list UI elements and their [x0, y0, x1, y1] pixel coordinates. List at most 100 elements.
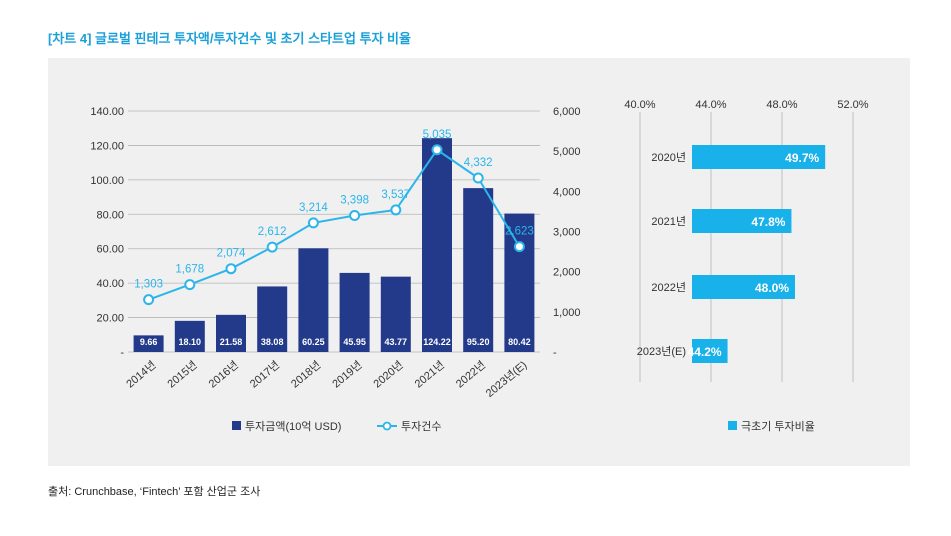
x-category-label: 2015년 [165, 358, 200, 390]
deal-count-label: 4,332 [464, 157, 493, 169]
hbar-tick-label: 48.0% [766, 99, 797, 111]
investment-bar [298, 248, 329, 352]
left-tick-label: 120.00 [90, 140, 124, 152]
x-category-label: 2020년 [371, 358, 406, 390]
x-category-label: 2016년 [206, 358, 241, 390]
deal-count-point [307, 217, 319, 229]
deal-count-label: 5,035 [423, 129, 452, 141]
investment-bar [504, 213, 535, 352]
deal-count-point [225, 263, 237, 275]
x-category-label: 2021년 [412, 358, 447, 390]
left-tick-label: 20.00 [96, 313, 124, 325]
bar-value-label: 80.42 [508, 337, 531, 347]
right-tick-label: 6,000 [553, 106, 581, 118]
deal-count-line [148, 148, 521, 301]
deal-count-label: 2,623 [505, 226, 534, 238]
combo-legend: 투자금액(10억 USD) 투자건수 [232, 420, 441, 433]
investment-bar [339, 272, 370, 352]
legend-hbar-label: 극초기 투자비율 [741, 420, 815, 433]
combo-left-axis: - 20.00 40.00 60.00 80.00 100.00 120.00 140.00 [90, 106, 124, 359]
left-tick-label: 80.00 [96, 209, 124, 221]
legend-bar-swatch [232, 421, 241, 430]
deal-count-label: 1,303 [134, 279, 163, 291]
deal-count-point [349, 210, 361, 222]
investment-bar [216, 314, 246, 352]
deal-count-label: 1,678 [175, 264, 204, 276]
x-category-label: 2017년 [247, 358, 282, 390]
investment-bar [133, 335, 164, 352]
right-tick-label: 4,000 [553, 186, 581, 198]
hbar-bars: 49.7% 2020년 47.8% 2021년 48.0% 2022년 44.2%2023년… [637, 145, 826, 363]
hbar-tick-label: 40.0% [624, 99, 655, 111]
investment-bar [463, 188, 494, 352]
x-category-label: 2023년(E) [483, 358, 529, 400]
hbar-bar [692, 275, 795, 299]
bar-value-label: 18.10 [179, 337, 202, 347]
combo-line-series: 1,303 1,678 2,074 2,612 3,214 3,398 3,537 5,035… [134, 129, 534, 306]
source-note: 출처: Crunchbase, ‘Fintech’ 포함 산업군 조사 [48, 486, 261, 498]
right-tick-label: - [553, 347, 557, 359]
deal-count-label: 2,612 [258, 226, 287, 238]
hbar-bar [692, 145, 826, 169]
right-tick-label: 3,000 [553, 227, 581, 239]
deal-count-label: 3,398 [340, 195, 369, 207]
hbar-value-label: 49.7% [785, 151, 819, 165]
x-category-label: 2018년 [288, 358, 323, 390]
investment-bar [257, 286, 288, 352]
bar-value-label: 45.95 [343, 337, 366, 347]
investment-bar [174, 320, 205, 352]
deal-count-point [390, 204, 402, 216]
right-tick-label: 1,000 [553, 307, 581, 319]
combo-bars: 9.66 18.10 21.58 38.08 60.25 45.95 43.77 124.22… [133, 138, 535, 352]
hbar-legend: 극초기 투자비율 [728, 420, 815, 433]
hbar-category-label: 2023년(E) [637, 345, 686, 358]
hbar-value-label: 44.2% [688, 345, 722, 359]
combo-x-axis: 2014년 2015년 2016년 2017년 2018년 2019년 2020년 2021년… [124, 358, 530, 400]
bar-value-label: 43.77 [385, 337, 408, 347]
hbar-tick-label: 44.0% [695, 99, 726, 111]
hbar-bar [692, 339, 728, 363]
deal-count-point [513, 241, 525, 253]
left-tick-label: 140.00 [90, 106, 124, 118]
right-tick-label: 2,000 [553, 267, 581, 279]
deal-count-label: 3,214 [299, 202, 328, 214]
hbar-bar [692, 209, 792, 233]
left-tick-label: 100.00 [90, 175, 124, 187]
bar-value-label: 60.25 [302, 337, 325, 347]
deal-count-point [431, 144, 443, 156]
deal-count-point [184, 279, 196, 291]
hbar-tick-label: 52.0% [837, 99, 868, 111]
hbar-x-axis: 40.0% 44.0% 48.0% 52.0% [624, 99, 868, 111]
left-tick-label: 60.00 [96, 244, 124, 256]
legend-bar-label: 투자금액(10억 USD) [245, 420, 341, 433]
hbar-category-label: 2021년 [651, 215, 686, 228]
legend-line-label: 투자건수 [401, 420, 441, 433]
hbar-category-label: 2020년 [651, 151, 686, 164]
bar-value-label: 95.20 [467, 337, 490, 347]
deal-count-point [266, 241, 278, 253]
hbar-value-label: 47.8% [751, 215, 785, 229]
bar-value-label: 124.22 [423, 337, 451, 347]
deal-count-point [472, 172, 484, 184]
left-tick-label: 40.00 [96, 278, 124, 290]
hbar-category-label: 2022년 [651, 281, 686, 294]
chart-title: [차트 4] 글로벌 핀테크 투자액/투자건수 및 초기 스타트업 투자 비율 [48, 31, 411, 46]
x-category-label: 2022년 [453, 358, 488, 390]
deal-count-point [143, 294, 155, 306]
investment-bar [422, 138, 452, 352]
left-tick-label: - [120, 347, 124, 359]
hbar-value-label: 48.0% [755, 281, 789, 295]
investment-bar [380, 276, 411, 352]
bar-value-label: 21.58 [220, 337, 243, 347]
bar-value-label: 38.08 [261, 337, 284, 347]
legend-line-marker [382, 421, 392, 431]
deal-count-label: 3,537 [381, 189, 410, 201]
x-category-label: 2019년 [330, 358, 365, 390]
x-category-label: 2014년 [124, 358, 159, 390]
legend-hbar-swatch [728, 421, 737, 430]
right-tick-label: 5,000 [553, 146, 581, 158]
bar-value-label: 9.66 [140, 337, 158, 347]
combo-right-axis: - 1,000 2,000 3,000 4,000 5,000 6,000 [553, 106, 581, 359]
deal-count-label: 2,074 [217, 248, 246, 260]
